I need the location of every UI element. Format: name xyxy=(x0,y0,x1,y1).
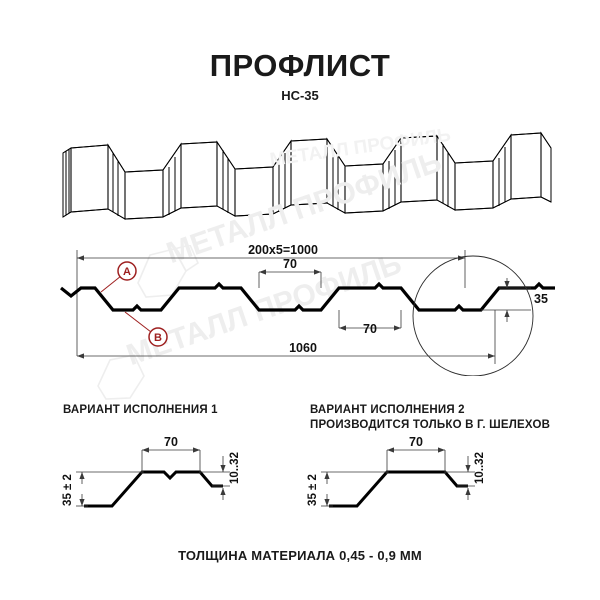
dimension-crest-width: 70 xyxy=(258,257,322,288)
page-title: ПРОФЛИСТ xyxy=(209,48,391,83)
watermark-logo-mark-2 xyxy=(97,354,145,400)
variant1-label-height: 35 ± 2 xyxy=(62,474,74,506)
dimension-label-overall: 1060 xyxy=(289,341,317,355)
page-subtitle: НС-35 xyxy=(281,88,319,103)
variant2-caption-line1: ВАРИАНТ ИСПОЛНЕНИЯ 2 xyxy=(310,404,465,416)
material-thickness-note: ТОЛЩИНА МАТЕРИАЛА 0,45 - 0,9 ММ xyxy=(178,548,422,563)
dimension-label-height: 35 xyxy=(534,292,548,306)
corrugated-sheet-illustration xyxy=(62,131,552,220)
dimension-label-trough: 70 xyxy=(363,322,377,336)
variant2-label-height: 35 ± 2 xyxy=(307,474,319,506)
variant2-caption-line2: ПРОИЗВОДИТСЯ ТОЛЬКО В Г. ШЕЛЕХОВ xyxy=(310,419,551,431)
variant2-label-top-width: 70 xyxy=(409,435,423,449)
variant1-dimension-flange: 10..32 xyxy=(200,452,241,500)
variant1-label-top-width: 70 xyxy=(164,435,178,449)
marker-a: A xyxy=(100,261,137,293)
watermark-logo-mark-1 xyxy=(137,245,200,298)
dimension-label-module: 200x5=1000 xyxy=(248,243,318,257)
variant2-dimension-flange: 10..32 xyxy=(445,452,486,500)
variant2-dimension-top-width: 70 xyxy=(386,435,446,474)
detail-circle xyxy=(412,255,534,376)
variant1-dimension-top-width: 70 xyxy=(141,435,201,474)
marker-b: B xyxy=(124,311,168,347)
variant2-dimension-height: 35 ± 2 xyxy=(307,471,389,507)
main-profile-drawing: 200x5=1000 A B 70 xyxy=(60,243,555,376)
dimension-overall-width: 1060 xyxy=(77,310,496,364)
dimension-module-width: 200x5=1000 xyxy=(77,243,465,261)
variant1-caption: ВАРИАНТ ИСПОЛНЕНИЯ 1 xyxy=(63,404,218,416)
dimension-height: 35 xyxy=(481,278,548,322)
variant2-drawing: 70 10..32 35 ± 2 xyxy=(307,435,486,508)
marker-b-label: B xyxy=(154,332,162,344)
sheet-body xyxy=(62,131,552,220)
variant2-label-flange: 10..32 xyxy=(474,452,486,484)
marker-a-label: A xyxy=(123,266,131,278)
dimension-trough-width: 70 xyxy=(338,310,402,336)
variant1-drawing: 70 10..32 35 ± 2 xyxy=(62,435,241,508)
variant1-label-flange: 10..32 xyxy=(229,452,241,484)
variant1-dimension-height: 35 ± 2 xyxy=(62,471,144,507)
dimension-label-crest: 70 xyxy=(283,257,297,271)
profile-section-line xyxy=(60,281,555,312)
